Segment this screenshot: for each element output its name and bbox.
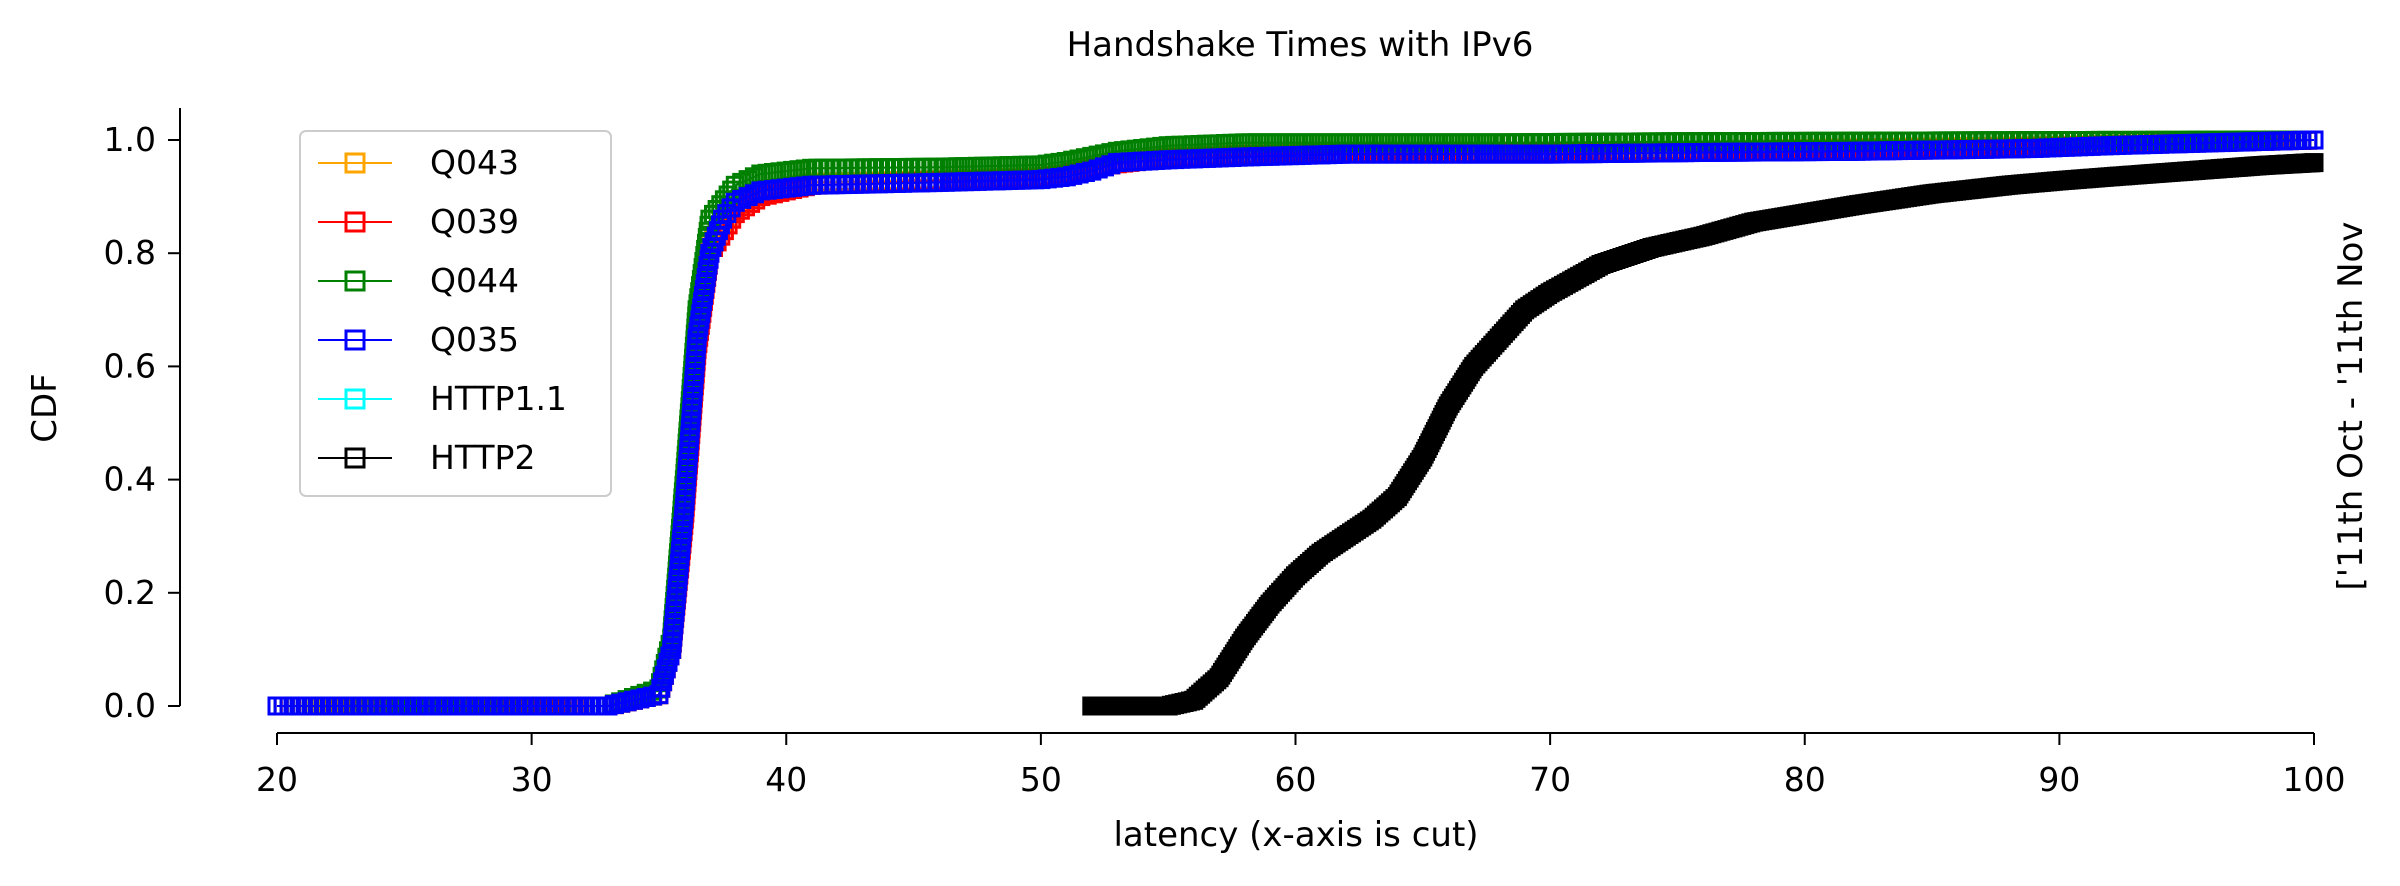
data-point [1088, 159, 1108, 179]
x-tick-label: 30 [511, 760, 553, 799]
y-ticks: 0.0 0.2 0.4 0.6 0.8 1.0 [104, 120, 180, 725]
data-point [744, 184, 764, 204]
legend-marker [344, 270, 366, 292]
x-tick-label: 100 [2283, 760, 2346, 799]
legend: Q043 Q039 Q044 Q035 HTTP1.1 HTTP2 [299, 130, 612, 497]
legend-marker [344, 447, 366, 469]
x-tick-label: 70 [1529, 760, 1571, 799]
side-note: ['11th Oct - '11th Nov [2331, 222, 2371, 591]
x-axis-label: latency (x-axis is cut) [1113, 815, 1478, 855]
data-point [658, 652, 678, 672]
legend-item: Q035 [318, 320, 519, 359]
legend-label: Q035 [430, 320, 519, 359]
legend-item: HTTP2 [318, 438, 535, 477]
data-point [725, 192, 745, 212]
data-point [1101, 155, 1121, 175]
y-tick-label: 0.8 [104, 233, 156, 272]
x-tick-label: 40 [765, 760, 807, 799]
data-point [2304, 130, 2324, 150]
x-tick-label: 50 [1020, 760, 1062, 799]
legend-items: Q043 Q039 Q044 Q035 HTTP1.1 HTTP2 [318, 143, 567, 477]
legend-marker [344, 152, 366, 174]
legend-marker [344, 388, 366, 410]
data-point [1082, 161, 1102, 181]
series-http2 [1082, 153, 2324, 716]
y-tick-label: 0.4 [104, 460, 156, 499]
legend-label: Q043 [430, 143, 519, 182]
data-point [738, 187, 758, 207]
legend-marker [344, 211, 366, 233]
legend-label: HTTP1.1 [430, 379, 567, 418]
data-point [732, 189, 752, 209]
data-point [653, 672, 673, 692]
legend-item: Q043 [318, 143, 519, 182]
x-tick-label: 60 [1275, 760, 1317, 799]
y-axis-label: CDF [25, 373, 65, 442]
legend-label: HTTP2 [430, 438, 535, 477]
data-point [711, 215, 730, 235]
y-tick-label: 0.2 [104, 573, 156, 612]
legend-item: Q039 [318, 202, 519, 241]
legend-marker [344, 329, 366, 351]
axes: 20 30 40 50 60 70 80 90 100 0.0 0.2 0.4 0.6 0.8 1.0 [104, 108, 2346, 799]
data-point [1095, 157, 1114, 177]
series-q035 [267, 130, 2324, 716]
plot-series [267, 130, 2324, 716]
x-tick-label: 90 [2038, 760, 2080, 799]
y-tick-label: 0.0 [104, 686, 156, 725]
y-tick-label: 1.0 [104, 120, 156, 159]
data-point [2304, 153, 2324, 173]
x-tick-label: 80 [1784, 760, 1826, 799]
legend-label: Q039 [430, 202, 519, 241]
legend-item: Q044 [318, 261, 519, 300]
legend-label: Q044 [430, 261, 519, 300]
x-ticks: 20 30 40 50 60 70 80 90 100 [256, 733, 2346, 799]
y-tick-label: 0.6 [104, 346, 156, 385]
chart-title: Handshake Times with IPv6 [1067, 25, 1534, 65]
legend-item: HTTP1.1 [318, 379, 567, 418]
x-tick-label: 20 [256, 760, 298, 799]
